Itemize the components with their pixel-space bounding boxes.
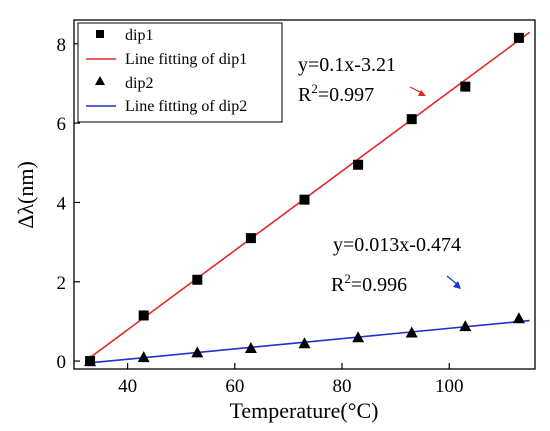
point-dip2 [512,312,525,324]
x-axis-ticks: 40 60 80 100 [118,363,463,397]
legend-fit2-label: Line fitting of dip2 [125,98,247,115]
point-dip2 [244,341,257,353]
equation-dip2: y=0.013x-0.474 [333,234,461,256]
fit-line-2 [90,319,530,364]
point-dip1 [299,194,310,205]
point-dip2 [405,326,418,338]
x-tick-label: 40 [118,376,137,397]
point-dip1 [192,274,203,285]
fit-line-1 [89,31,531,359]
arrow-dip1-head [418,90,426,96]
annotation-dip1: y=0.1x-3.21 R2=0.997 [298,54,426,106]
point-dip1 [245,233,256,244]
legend-dip1-label: dip1 [125,27,153,44]
y-tick-label: 8 [57,35,67,56]
legend-fit1-label: Line fitting of dip1 [125,51,247,68]
equation-dip1: y=0.1x-3.21 [298,54,396,76]
y-axis-ticks: 0 2 4 6 8 [57,35,80,373]
point-dip1 [353,159,364,170]
x-tick-label: 80 [333,376,352,397]
r2-dip1-value: =0.997 [318,84,374,106]
point-dip2 [459,320,472,332]
y-axis-label: Δλ(nm) [13,161,38,229]
legend-dip1-marker [96,30,104,38]
arrow-dip2-head [453,281,461,289]
data-points [84,32,525,367]
r2-dip2-sup: 2 [344,271,351,286]
r2-dip1-sup: 2 [311,81,318,96]
r2-dip1-prefix: R [298,84,312,106]
legend-dip2-marker [95,76,105,85]
r2-dip2: R2=0.996 [331,271,407,296]
y-tick-label: 6 [57,114,67,135]
r2-dip2-value: =0.996 [351,274,407,296]
legend-dip2-label: dip2 [125,75,153,92]
x-tick-label: 100 [435,376,464,397]
point-dip2 [352,331,365,343]
legend: dip1 Line fitting of dip1 dip2 Line fitt… [77,22,283,123]
point-dip2 [84,355,97,367]
annotation-dip2: y=0.013x-0.474 R2=0.996 [331,234,461,296]
r2-dip1: R2=0.997 [298,81,374,106]
y-tick-label: 4 [57,193,67,214]
fit-lines [89,31,531,364]
point-dip2 [191,346,204,358]
plot-frame [73,19,536,370]
x-axis-label: Temperature(°C) [230,398,379,423]
r2-dip2-prefix: R [331,274,345,296]
point-dip2 [298,337,311,349]
point-dip1 [460,81,471,92]
point-dip1 [406,114,417,125]
y-tick-label: 0 [57,352,67,373]
point-dip2 [137,351,150,363]
x-tick-label: 60 [225,376,244,397]
y-tick-label: 2 [57,273,67,294]
point-dip1 [138,310,149,321]
point-dip1 [513,32,524,43]
